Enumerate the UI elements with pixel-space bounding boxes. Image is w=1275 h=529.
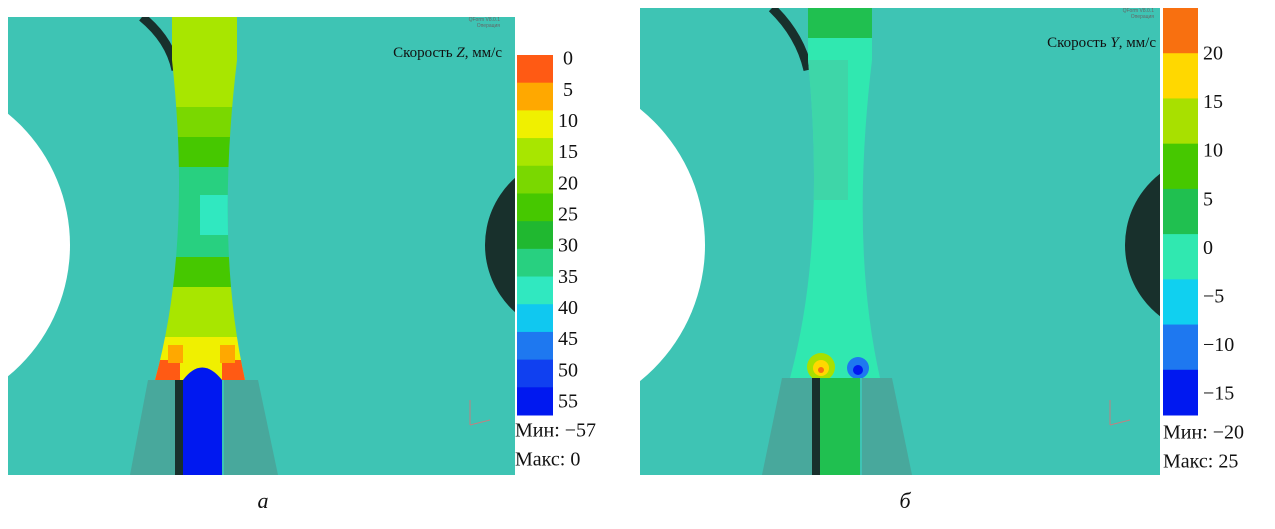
max-label: Макс: 0: [515, 449, 580, 471]
legend-label: 5: [563, 79, 573, 101]
legend-swatch: [517, 332, 553, 360]
legend-label: 20: [558, 172, 578, 194]
caption: б: [899, 488, 911, 513]
legend-swatch: [1163, 234, 1198, 280]
legend-label: 50: [558, 359, 578, 381]
legend-swatch: [1163, 98, 1198, 144]
legend-swatch: [517, 277, 553, 305]
title-prefix: Скорость: [1047, 35, 1110, 51]
legend-swatch: [1163, 370, 1198, 416]
legend-label: 30: [558, 235, 578, 257]
legend-label: 55: [558, 391, 578, 413]
legend-swatch: [517, 249, 553, 277]
title-prefix: Скорость: [393, 45, 456, 61]
legend-title: Скорость Z, мм/с: [393, 45, 502, 61]
caption: а: [258, 488, 269, 513]
title-suffix: , мм/с: [1119, 35, 1157, 51]
legend-swatch: [517, 221, 553, 249]
legend-swatch: [517, 110, 553, 138]
legend-label: 0: [1203, 237, 1213, 259]
legend-label: 15: [558, 141, 578, 163]
legend-swatch: [517, 304, 553, 332]
min-label: Мин: −57: [515, 420, 596, 442]
legend-swatch: [517, 83, 553, 111]
legend-label: 40: [558, 297, 578, 319]
operation-label: Операция: [1131, 14, 1155, 20]
figure: QForm V8.0.1ОперацияСкорость Z, мм/с0510…: [0, 0, 1275, 529]
legend-title: Скорость Y, мм/с: [1047, 35, 1156, 51]
legend-label: 35: [558, 266, 578, 288]
legend-label: 0: [563, 48, 573, 70]
legend-swatch: [1163, 53, 1198, 99]
title-suffix: , мм/с: [465, 45, 503, 61]
legend-label: −10: [1203, 334, 1234, 356]
legend-label: 10: [558, 110, 578, 132]
legend-label: 5: [1203, 188, 1213, 210]
max-label: Макс: 25: [1163, 451, 1238, 473]
legend-label: 45: [558, 328, 578, 350]
legend-swatch: [517, 55, 553, 83]
legend-label: 20: [1203, 43, 1223, 65]
legend-swatch: [517, 166, 553, 194]
operation-label: Операция: [477, 23, 501, 29]
legend-swatch: [517, 387, 553, 415]
legend-swatch: [1163, 189, 1198, 235]
legend-swatch: [1163, 325, 1198, 371]
legend-label: 25: [558, 204, 578, 226]
legend-label: 10: [1203, 140, 1223, 162]
legend-label: −15: [1203, 383, 1234, 405]
legend-swatch: [517, 138, 553, 166]
legend-label: −5: [1203, 285, 1224, 307]
legend-label: 15: [1203, 91, 1223, 113]
legend-swatch: [517, 360, 553, 388]
legend-swatch: [1163, 8, 1198, 54]
legend-swatch: [1163, 144, 1198, 190]
min-label: Мин: −20: [1163, 422, 1244, 444]
legend-swatch: [517, 193, 553, 221]
legend-swatch: [1163, 279, 1198, 325]
